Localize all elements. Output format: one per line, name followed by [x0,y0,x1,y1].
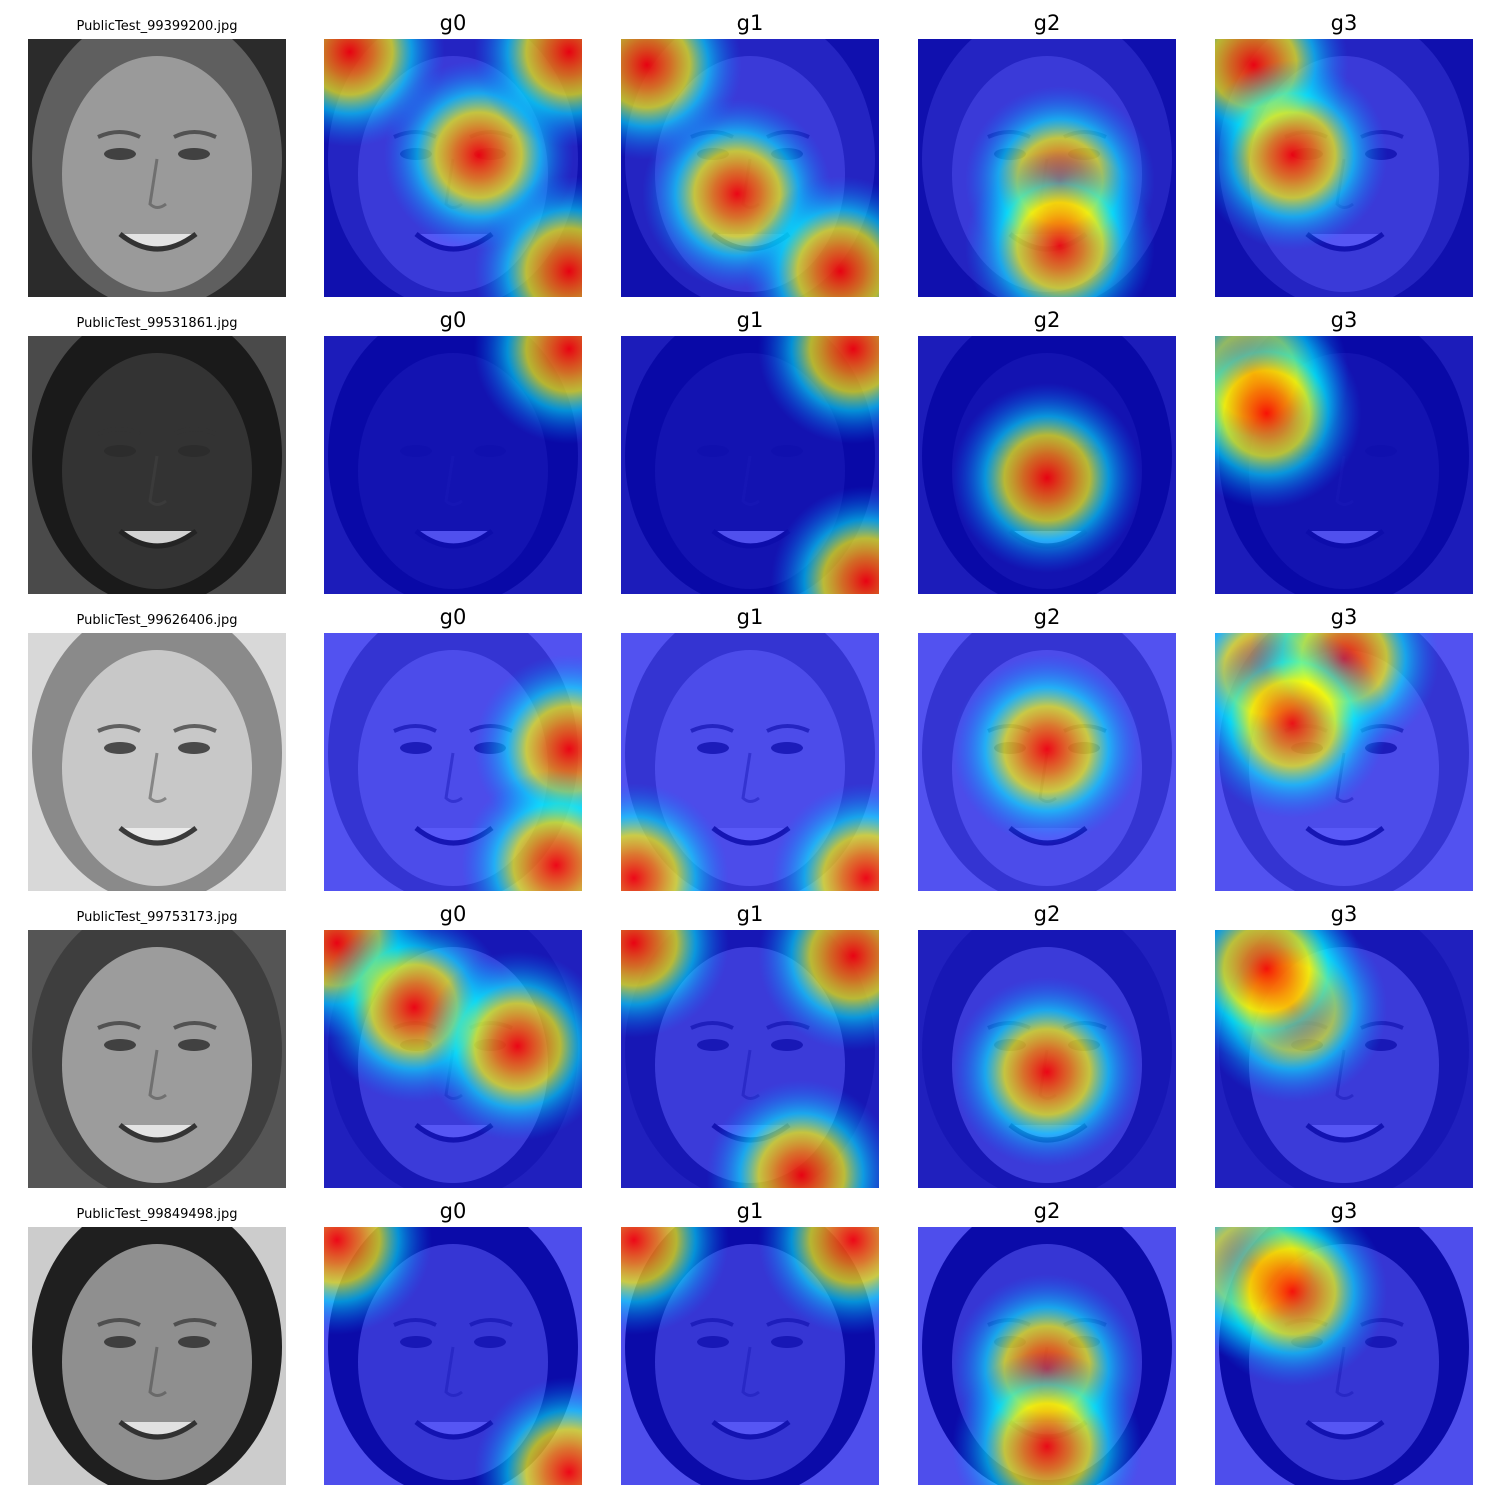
figure-row: PublicTest_99849498.jpg g0 g1 g2 g3 [0,1188,1500,1485]
image-filename: PublicTest_99753173.jpg [76,910,238,925]
image-filename: PublicTest_99531861.jpg [76,316,238,331]
heatmap-g1 [621,336,879,594]
heatmap-cell-g3: g3 [1215,297,1473,594]
heatmap-title: g3 [1330,11,1358,35]
heatmap-g0 [324,336,582,594]
image-filename: PublicTest_99399200.jpg [76,19,238,34]
heatmap-title: g3 [1330,308,1358,332]
heatmap-cell-g3: g3 [1215,891,1473,1188]
heatmap-cell-g0: g0 [324,594,582,891]
heatmap-title: g1 [736,902,764,926]
heatmap-g2 [918,39,1176,297]
heatmap-title: g1 [736,605,764,629]
heatmap-cell-g2: g2 [918,297,1176,594]
heatmap-g1 [621,1227,879,1485]
heatmap-g3 [1215,39,1473,297]
heatmap-cell-g0: g0 [324,1188,582,1485]
heatmap-title: g1 [736,1199,764,1223]
heatmap-title: g3 [1330,1199,1358,1223]
heatmap-g0 [324,39,582,297]
heatmap-title: g0 [439,11,467,35]
heatmap-cell-g3: g3 [1215,1188,1473,1485]
heatmap-cell-g2: g2 [918,891,1176,1188]
heatmap-g1 [621,633,879,891]
figure-row: PublicTest_99753173.jpg g0 g1 g2 g3 [0,891,1500,1188]
heatmap-g2 [918,633,1176,891]
grayscale-face-image [28,1227,286,1485]
heatmap-title: g3 [1330,605,1358,629]
heatmap-g1 [621,39,879,297]
heatmap-title: g2 [1033,11,1061,35]
heatmap-title: g2 [1033,902,1061,926]
heatmap-cell-g2: g2 [918,1188,1176,1485]
heatmap-cell-g1: g1 [621,1188,879,1485]
heatmap-cell-g0: g0 [324,297,582,594]
grayscale-face-image [28,930,286,1188]
heatmap-title: g3 [1330,902,1358,926]
image-filename: PublicTest_99626406.jpg [76,613,238,628]
heatmap-title: g0 [439,605,467,629]
grayscale-face-image [28,633,286,891]
heatmap-cell-g1: g1 [621,891,879,1188]
heatmap-title: g2 [1033,308,1061,332]
heatmap-g3 [1215,1227,1473,1485]
heatmap-title: g0 [439,902,467,926]
heatmap-cell-g3: g3 [1215,594,1473,891]
heatmap-title: g1 [736,11,764,35]
grayscale-face-image [28,336,286,594]
heatmap-g2 [918,930,1176,1188]
heatmap-cell-g1: g1 [621,594,879,891]
original-image-cell: PublicTest_99399200.jpg [28,0,286,297]
heatmap-cell-g2: g2 [918,0,1176,297]
original-image-cell: PublicTest_99626406.jpg [28,594,286,891]
heatmap-g2 [918,336,1176,594]
heatmap-g0 [324,1227,582,1485]
heatmap-cell-g2: g2 [918,594,1176,891]
figure-row: PublicTest_99399200.jpg g0 g1 g2 g3 [0,0,1500,297]
heatmap-cell-g1: g1 [621,297,879,594]
heatmap-cell-g0: g0 [324,891,582,1188]
grayscale-face-image [28,39,286,297]
heatmap-title: g2 [1033,605,1061,629]
heatmap-title: g2 [1033,1199,1061,1223]
heatmap-g0 [324,930,582,1188]
original-image-cell: PublicTest_99531861.jpg [28,297,286,594]
image-filename: PublicTest_99849498.jpg [76,1207,238,1222]
heatmap-title: g0 [439,308,467,332]
heatmap-title: g1 [736,308,764,332]
heatmap-g3 [1215,930,1473,1188]
heatmap-cell-g0: g0 [324,0,582,297]
heatmap-g0 [324,633,582,891]
original-image-cell: PublicTest_99753173.jpg [28,891,286,1188]
figure-row: PublicTest_99626406.jpg g0 g1 g2 g3 [0,594,1500,891]
original-image-cell: PublicTest_99849498.jpg [28,1188,286,1485]
figure-row: PublicTest_99531861.jpg g0 g1 g2 g3 [0,297,1500,594]
heatmap-cell-g1: g1 [621,0,879,297]
heatmap-cell-g3: g3 [1215,0,1473,297]
heatmap-g3 [1215,633,1473,891]
heatmap-g3 [1215,336,1473,594]
heatmap-g1 [621,930,879,1188]
heatmap-title: g0 [439,1199,467,1223]
heatmap-g2 [918,1227,1176,1485]
